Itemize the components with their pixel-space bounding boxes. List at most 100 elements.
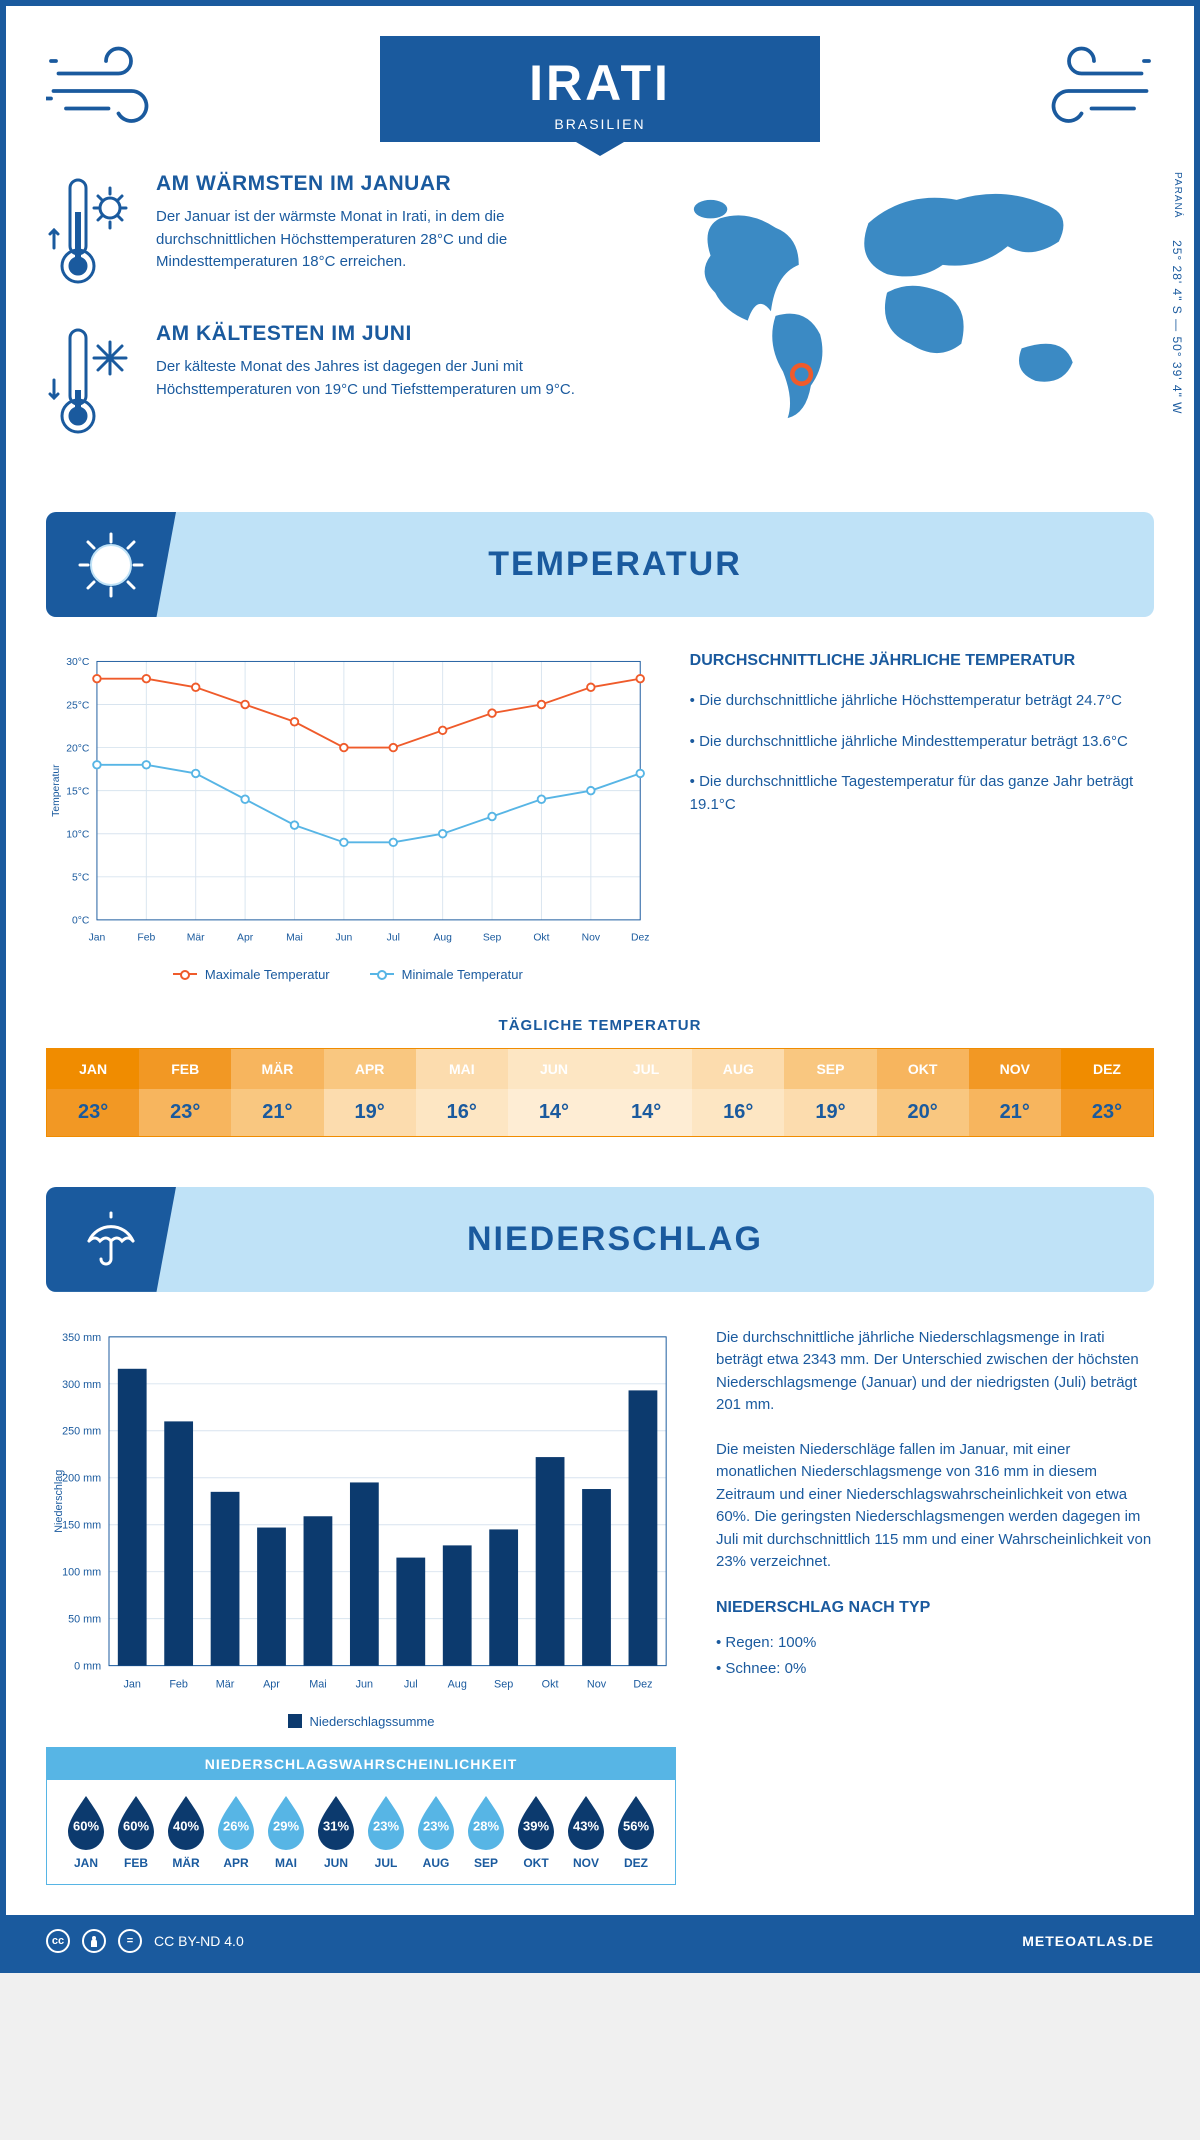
- prob-month: MÄR: [163, 1856, 209, 1870]
- coldest-title: AM KÄLTESTEN IM JUNI: [156, 322, 580, 346]
- svg-text:Niederschlag: Niederschlag: [53, 1470, 65, 1533]
- svg-text:Jun: Jun: [356, 1678, 373, 1690]
- month-header: JAN: [47, 1049, 139, 1089]
- svg-text:Nov: Nov: [582, 933, 601, 944]
- month-header: MÄR: [231, 1049, 323, 1089]
- temp-value: 16°: [692, 1089, 784, 1136]
- svg-text:350 mm: 350 mm: [62, 1332, 101, 1344]
- thermometer-cold-icon: [46, 322, 136, 442]
- svg-text:Apr: Apr: [263, 1678, 280, 1690]
- header-row: IRATI BRASILIEN: [46, 36, 1154, 142]
- prob-month: JUN: [313, 1856, 359, 1870]
- svg-text:Mai: Mai: [286, 933, 303, 944]
- temp-value: 14°: [600, 1089, 692, 1136]
- svg-text:30°C: 30°C: [66, 657, 90, 668]
- prob-month: APR: [213, 1856, 259, 1870]
- warmest-block: AM WÄRMSTEN IM JANUAR Der Januar ist der…: [46, 172, 580, 292]
- prob-item: 26%APR: [213, 1794, 259, 1870]
- svg-text:Jan: Jan: [89, 933, 106, 944]
- month-header: APR: [324, 1049, 416, 1089]
- coords-label: PARANÁ 25° 28' 4" S — 50° 39' 4" W: [1170, 172, 1184, 415]
- chart-legend: Niederschlagssumme: [46, 1714, 676, 1729]
- prob-item: 28%SEP: [463, 1794, 509, 1870]
- chart-legend: Maximale Temperatur Minimale Temperatur: [46, 967, 650, 982]
- svg-text:Mär: Mär: [216, 1678, 235, 1690]
- warmest-text: Der Januar ist der wärmste Monat in Irat…: [156, 206, 580, 274]
- world-map: [620, 172, 1154, 432]
- section-title: TEMPERATUR: [206, 545, 1154, 584]
- temp-value: 21°: [969, 1089, 1061, 1136]
- svg-text:Jul: Jul: [404, 1678, 418, 1690]
- precip-text-2: Die meisten Niederschläge fallen im Janu…: [716, 1439, 1154, 1574]
- temp-value: 19°: [324, 1089, 416, 1136]
- precip-row: 0 mm50 mm100 mm150 mm200 mm250 mm300 mm3…: [46, 1327, 1154, 1885]
- by-type-item: • Regen: 100%: [716, 1632, 1154, 1655]
- precip-probability-box: NIEDERSCHLAGSWAHRSCHEINLICHKEIT 60%JAN60…: [46, 1747, 676, 1885]
- svg-text:100 mm: 100 mm: [62, 1566, 101, 1578]
- svg-text:Dez: Dez: [631, 933, 649, 944]
- legend-item: Maximale Temperatur: [173, 967, 330, 982]
- svg-text:50 mm: 50 mm: [68, 1613, 101, 1625]
- temp-value: 16°: [416, 1089, 508, 1136]
- month-header: FEB: [139, 1049, 231, 1089]
- temp-text-title: DURCHSCHNITTLICHE JÄHRLICHE TEMPERATUR: [690, 652, 1154, 670]
- svg-text:150 mm: 150 mm: [62, 1519, 101, 1531]
- prob-month: DEZ: [613, 1856, 659, 1870]
- svg-text:250 mm: 250 mm: [62, 1426, 101, 1438]
- temperature-row: 0°C5°C10°C15°C20°C25°C30°CJanFebMärAprMa…: [46, 652, 1154, 982]
- precip-text-1: Die durchschnittliche jährliche Niedersc…: [716, 1327, 1154, 1417]
- country-name: BRASILIEN: [410, 116, 790, 132]
- info-row: AM WÄRMSTEN IM JANUAR Der Januar ist der…: [46, 172, 1154, 472]
- svg-text:5°C: 5°C: [72, 873, 90, 884]
- sun-icon: [76, 530, 146, 600]
- prob-item: 56%DEZ: [613, 1794, 659, 1870]
- prob-item: 31%JUN: [313, 1794, 359, 1870]
- svg-text:300 mm: 300 mm: [62, 1379, 101, 1391]
- prob-month: NOV: [563, 1856, 609, 1870]
- svg-text:Feb: Feb: [137, 933, 155, 944]
- section-banner-temperature: TEMPERATUR: [46, 512, 1154, 617]
- prob-month: FEB: [113, 1856, 159, 1870]
- umbrella-icon: [79, 1207, 143, 1271]
- prob-month: MAI: [263, 1856, 309, 1870]
- svg-text:Temperatur: Temperatur: [51, 764, 62, 817]
- legend-label: Minimale Temperatur: [402, 967, 523, 982]
- prob-item: 60%JAN: [63, 1794, 109, 1870]
- prob-month: SEP: [463, 1856, 509, 1870]
- temp-value: 23°: [47, 1089, 139, 1136]
- nd-icon: =: [118, 1929, 142, 1953]
- daily-temp-table: JANFEBMÄRAPRMAIJUNJULAUGSEPOKTNOVDEZ23°2…: [46, 1048, 1154, 1137]
- svg-text:Aug: Aug: [433, 933, 452, 944]
- month-header: DEZ: [1061, 1049, 1153, 1089]
- prob-item: 43%NOV: [563, 1794, 609, 1870]
- svg-text:Okt: Okt: [542, 1678, 559, 1690]
- svg-text:Okt: Okt: [533, 933, 549, 944]
- svg-text:25°C: 25°C: [66, 700, 90, 711]
- page-frame: IRATI BRASILIEN: [0, 0, 1200, 1973]
- svg-text:0°C: 0°C: [72, 916, 90, 927]
- month-header: JUN: [508, 1049, 600, 1089]
- temp-value: 23°: [139, 1089, 231, 1136]
- prob-item: 23%JUL: [363, 1794, 409, 1870]
- temp-value: 14°: [508, 1089, 600, 1136]
- svg-text:Sep: Sep: [483, 933, 502, 944]
- month-header: AUG: [692, 1049, 784, 1089]
- svg-text:Sep: Sep: [494, 1678, 513, 1690]
- prob-month: AUG: [413, 1856, 459, 1870]
- temp-bullet: • Die durchschnittliche jährliche Höchst…: [690, 690, 1154, 713]
- temp-value: 23°: [1061, 1089, 1153, 1136]
- brand-label: METEOATLAS.DE: [1022, 1933, 1154, 1949]
- svg-text:Nov: Nov: [587, 1678, 607, 1690]
- section-banner-precip: NIEDERSCHLAG: [46, 1187, 1154, 1292]
- temp-bullet: • Die durchschnittliche Tagestemperatur …: [690, 771, 1154, 816]
- title-block: IRATI BRASILIEN: [380, 36, 820, 142]
- prob-month: OKT: [513, 1856, 559, 1870]
- month-header: NOV: [969, 1049, 1061, 1089]
- prob-item: 23%AUG: [413, 1794, 459, 1870]
- prob-item: 40%MÄR: [163, 1794, 209, 1870]
- precip-by-type-title: NIEDERSCHLAG NACH TYP: [716, 1596, 1154, 1620]
- coldest-block: AM KÄLTESTEN IM JUNI Der kälteste Monat …: [46, 322, 580, 442]
- month-header: JUL: [600, 1049, 692, 1089]
- svg-text:Feb: Feb: [169, 1678, 188, 1690]
- svg-text:Jun: Jun: [336, 933, 353, 944]
